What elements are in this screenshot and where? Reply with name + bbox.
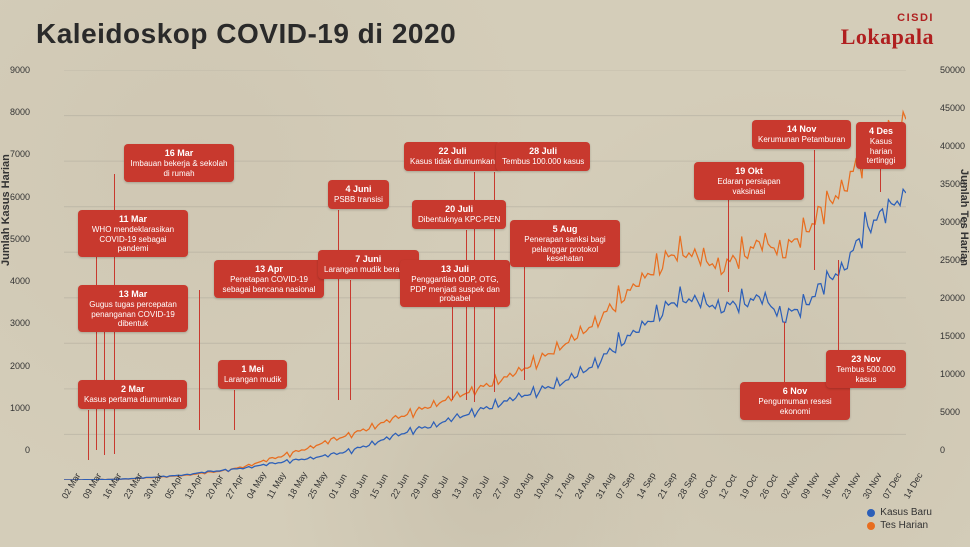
callout: 19 OktEdaran persiapan vaksinasi: [694, 162, 804, 200]
callout: 4 JuniPSBB transisi: [328, 180, 389, 209]
legend-item: Tes Harian: [867, 520, 932, 531]
callout: 13 AprPenetapan COVID-19 sebagai bencana…: [214, 260, 324, 298]
callout-text: Tembus 100.000 kasus: [502, 157, 584, 166]
y-left-tick: 7000: [10, 149, 30, 159]
callout-line: [784, 322, 785, 382]
callout-text: WHO mendeklarasikan COVID-19 sebagai pan…: [92, 225, 174, 252]
callout: 1 MeiLarangan mudik: [218, 360, 287, 389]
callout-line: [524, 250, 525, 380]
callout-line: [338, 210, 339, 400]
callout-date: 13 Juli: [406, 264, 504, 274]
callout-line: [234, 390, 235, 430]
callout-line: [350, 280, 351, 400]
y-right-tick: 20000: [940, 293, 965, 303]
callout-text: Dibentuknya KPC-PEN: [418, 215, 500, 224]
callout-text: Kasus pertama diumumkan: [84, 395, 181, 404]
y-left-tick: 0: [25, 445, 30, 455]
callout: 14 NovKerumunan Petamburan: [752, 120, 851, 149]
y-left-tick: 6000: [10, 192, 30, 202]
y-right-tick: 15000: [940, 331, 965, 341]
callout-date: 16 Mar: [130, 148, 228, 158]
chart-area: 2 MarKasus pertama diumumkan 13 MarGugus …: [64, 70, 906, 480]
y-left-tick: 1000: [10, 403, 30, 413]
callout: 13 MarGugus tugas percepatan penanganan …: [78, 285, 188, 332]
legend-label: Tes Harian: [880, 520, 928, 531]
callout-text: Gugus tugas percepatan penanganan COVID-…: [89, 300, 177, 327]
callout-line: [88, 410, 89, 460]
callout: 22 JuliKasus tidak diumumkan: [404, 142, 501, 171]
logo-top: CISDI: [841, 12, 934, 24]
callout: 4 DesKasus harian tertinggi: [856, 122, 906, 169]
legend-label: Kasus Baru: [880, 507, 932, 518]
x-axis: 02 Mar09 Mar16 Mar23 Mar30 Mar05 Apr13 A…: [64, 489, 906, 539]
legend: Kasus Baru Tes Harian: [867, 507, 932, 533]
callout-text: Kasus harian tertinggi: [867, 137, 895, 164]
y-right-tick: 30000: [940, 217, 965, 227]
y-right-tick: 10000: [940, 369, 965, 379]
y-left-tick: 2000: [10, 361, 30, 371]
y-right-tick: 0: [940, 445, 945, 455]
callout-date: 23 Nov: [832, 354, 900, 364]
callout-date: 13 Mar: [84, 289, 182, 299]
callout-date: 1 Mei: [224, 364, 281, 374]
callout-line: [728, 192, 729, 292]
legend-item: Kasus Baru: [867, 507, 932, 518]
callout-text: Penggantian ODP, OTG, PDP menjadi suspek…: [410, 275, 500, 302]
y-left-tick: 8000: [10, 107, 30, 117]
callout-date: 4 Juni: [334, 184, 383, 194]
legend-dot: [867, 522, 875, 530]
callout-text: Tembus 500.000 kasus: [836, 365, 895, 383]
callout: 20 JuliDibentuknya KPC-PEN: [412, 200, 506, 229]
callout-text: Pengumuman resesi ekonomi: [758, 397, 831, 415]
chart-title: Kaleidoskop COVID-19 di 2020: [36, 18, 456, 50]
y-right-tick: 25000: [940, 255, 965, 265]
y-left-tick: 4000: [10, 276, 30, 286]
series-line: [64, 189, 906, 480]
callout-date: 13 Apr: [220, 264, 318, 274]
callout-date: 20 Juli: [418, 204, 500, 214]
callout-text: Penetapan COVID-19 sebagai bencana nasio…: [223, 275, 316, 293]
y-left-label: Jumlah Kasus Harian: [0, 154, 12, 266]
brand-logo: CISDI Lokapala: [841, 12, 934, 50]
callout-line: [96, 240, 97, 450]
callout: 5 AugPenerapan sanksi bagi pelanggar pro…: [510, 220, 620, 267]
callout: 13 JuliPenggantian ODP, OTG, PDP menjadi…: [400, 260, 510, 307]
legend-dot: [867, 509, 875, 517]
callout-date: 4 Des: [862, 126, 900, 136]
callout-text: Edaran persiapan vaksinasi: [717, 177, 780, 195]
y-right-tick: 45000: [940, 103, 965, 113]
callout-date: 28 Juli: [502, 146, 584, 156]
callout-line: [199, 290, 200, 430]
callout-text: Kasus tidak diumumkan: [410, 157, 495, 166]
callout-date: 11 Mar: [84, 214, 182, 224]
callout: 16 MarImbauan bekerja & sekolah di rumah: [124, 144, 234, 182]
callout-text: Larangan mudik: [224, 375, 281, 384]
callout-date: 22 Juli: [410, 146, 495, 156]
y-right-tick: 5000: [940, 407, 960, 417]
callout: 23 NovTembus 500.000 kasus: [826, 350, 906, 388]
callout-date: 19 Okt: [700, 166, 798, 176]
callout-line: [838, 260, 839, 350]
callout-date: 5 Aug: [516, 224, 614, 234]
callout-text: Penerapan sanksi bagi pelanggar protokol…: [524, 235, 605, 262]
callout-line: [466, 230, 467, 400]
callout-text: Imbauan bekerja & sekolah di rumah: [131, 159, 228, 177]
y-left-tick: 5000: [10, 234, 30, 244]
callout-line: [814, 150, 815, 270]
callout-text: PSBB transisi: [334, 195, 383, 204]
logo-bottom: Lokapala: [841, 24, 934, 50]
callout-date: 14 Nov: [758, 124, 845, 134]
y-left-tick: 9000: [10, 65, 30, 75]
callout-date: 2 Mar: [84, 384, 181, 394]
callout-text: Kerumunan Petamburan: [758, 135, 845, 144]
y-right-tick: 50000: [940, 65, 965, 75]
y-left-tick: 3000: [10, 318, 30, 328]
callout: 2 MarKasus pertama diumumkan: [78, 380, 187, 409]
y-right-tick: 40000: [940, 141, 965, 151]
callout: 11 MarWHO mendeklarasikan COVID-19 sebag…: [78, 210, 188, 257]
y-right-tick: 35000: [940, 179, 965, 189]
callout: 28 JuliTembus 100.000 kasus: [496, 142, 590, 171]
